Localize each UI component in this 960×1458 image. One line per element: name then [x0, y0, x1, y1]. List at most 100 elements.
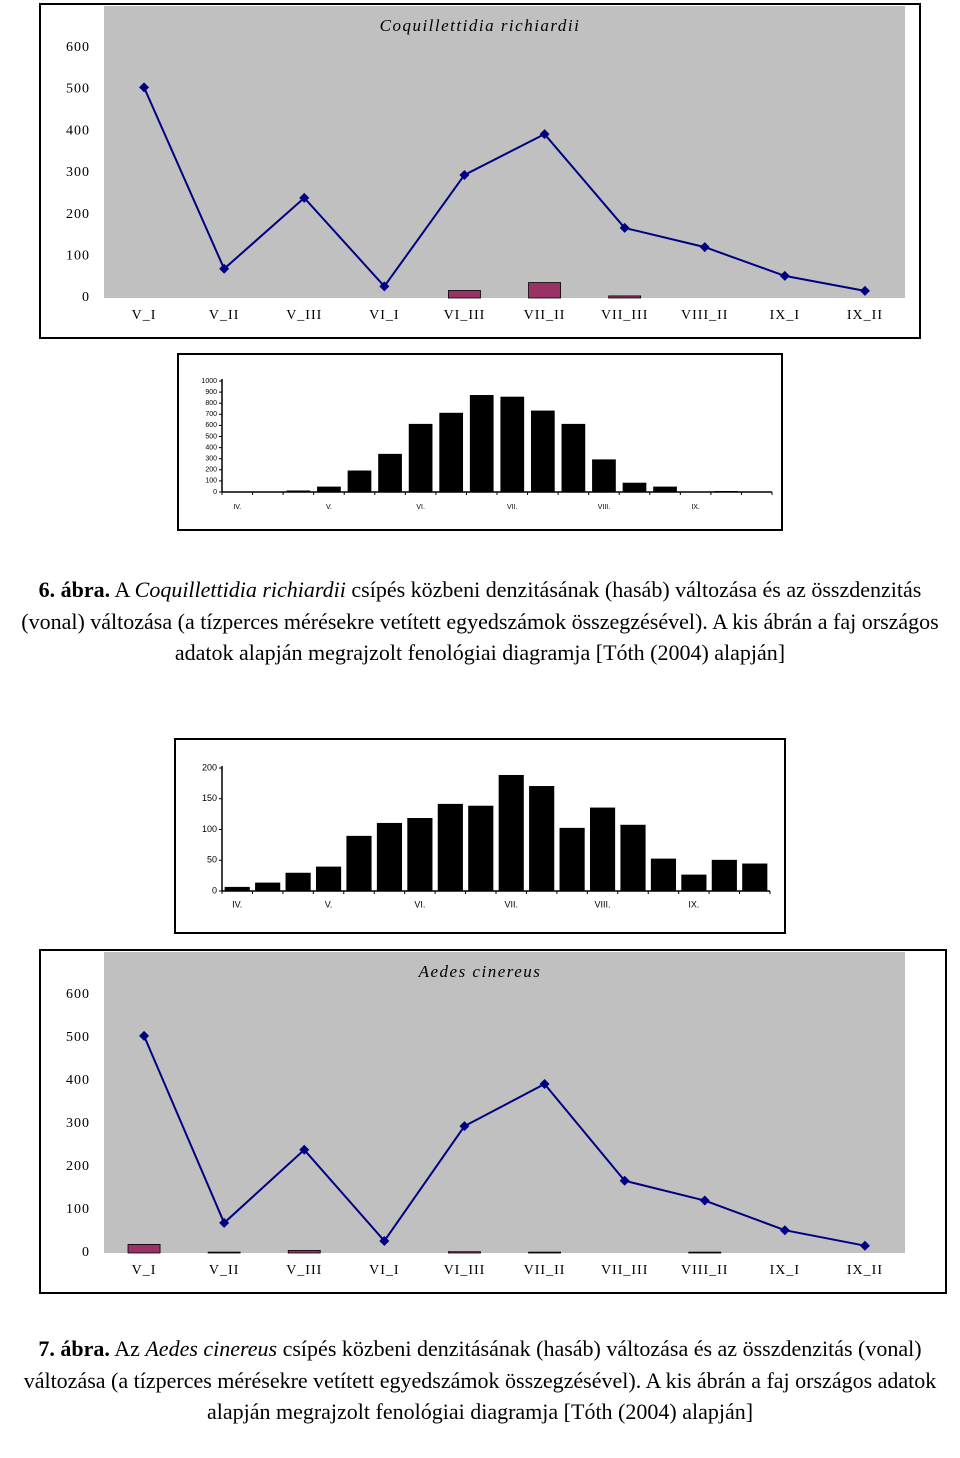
y-tick-label: 400	[205, 444, 217, 451]
marker	[219, 1217, 230, 1228]
x-tick-label: IX_I	[770, 308, 800, 323]
y-tick-label: 50	[207, 855, 217, 865]
caption-text: csípés közbeni denzitásának (hasáb) vált…	[21, 577, 939, 665]
y-tick-label: 500	[66, 82, 90, 97]
x-tick-label: IV.	[232, 899, 242, 909]
y-tick-label: 900	[205, 389, 217, 396]
y-tick-label: 600	[205, 422, 217, 429]
plot-area	[104, 6, 905, 298]
x-tick-label: VII_III	[601, 308, 648, 323]
y-tick-label: 200	[202, 762, 217, 772]
caption-label: 6. ábra.	[38, 577, 111, 602]
x-tick-label: VII_II	[524, 308, 566, 323]
x-tick-label: IX_II	[847, 308, 883, 323]
bar	[622, 482, 647, 493]
bar	[407, 818, 433, 892]
x-tick-label: V_I	[132, 1263, 157, 1278]
marker	[539, 129, 550, 140]
y-tick-label: 300	[66, 165, 90, 180]
bar	[589, 807, 616, 892]
marker	[459, 169, 470, 180]
caption-text: A	[114, 577, 130, 602]
chart-title: Coquillettidia richiardii	[380, 16, 581, 35]
bar	[528, 1251, 561, 1254]
marker	[859, 285, 870, 296]
bar	[469, 395, 494, 493]
marker	[299, 192, 310, 203]
bar	[468, 805, 494, 892]
bar	[742, 863, 768, 892]
x-tick-label: VII_II	[524, 1263, 566, 1278]
y-tick-label: 150	[202, 793, 217, 803]
caption: 6. ábra. A Coquillettidia richiardii csí…	[20, 574, 940, 669]
marker	[299, 1144, 310, 1155]
y-tick-label: 100	[66, 249, 90, 264]
marker	[139, 1030, 150, 1041]
marker	[779, 1225, 790, 1236]
bar	[287, 1250, 321, 1254]
y-tick-label: 200	[66, 207, 90, 222]
x-tick-label: IV.	[233, 504, 241, 511]
bar	[528, 282, 561, 299]
bar	[346, 835, 372, 892]
marker	[219, 263, 230, 274]
x-tick-label: VI_I	[369, 1263, 399, 1278]
bar	[498, 774, 524, 892]
marker	[619, 222, 630, 233]
bar	[315, 866, 342, 892]
marker	[379, 1235, 390, 1246]
bar	[650, 858, 677, 892]
plot-area	[104, 952, 905, 1253]
bar	[207, 1251, 241, 1254]
x-tick-label: VII.	[504, 899, 518, 909]
bar	[688, 1251, 722, 1254]
x-tick-label: V_III	[286, 1263, 322, 1278]
bar	[529, 786, 555, 892]
y-tick-label: 100	[205, 478, 217, 485]
y-tick-label: 0	[212, 885, 217, 895]
y-tick-label: 0	[82, 290, 90, 305]
y-tick-label: 300	[205, 456, 217, 463]
bar	[500, 396, 525, 493]
bar	[439, 412, 464, 493]
x-tick-label: VIII.	[598, 504, 611, 511]
marker	[699, 242, 710, 253]
x-tick-label: VIII_II	[681, 1263, 728, 1278]
y-tick-label: 700	[205, 411, 217, 418]
x-tick-label: V.	[326, 504, 332, 511]
bar	[711, 859, 737, 892]
x-tick-label: IX.	[688, 899, 699, 909]
line	[143, 86, 866, 292]
y-tick-label: 100	[202, 824, 217, 834]
line	[143, 1035, 866, 1247]
bar	[620, 824, 646, 892]
x-tick-label: IX.	[691, 504, 700, 511]
y-tick-label: 1000	[201, 378, 217, 385]
x-tick-label: VIII.	[595, 899, 611, 909]
marker	[459, 1121, 470, 1132]
marker	[379, 281, 390, 292]
y-tick-label: 800	[205, 400, 217, 407]
y-tick-label: 200	[205, 467, 217, 474]
x-tick-label: VI.	[416, 504, 425, 511]
x-tick-label: VI_I	[369, 308, 399, 323]
bar	[681, 874, 707, 892]
x-tick-label: V_I	[132, 308, 157, 323]
bar	[608, 295, 642, 299]
marker	[859, 1240, 870, 1251]
y-tick-label: 200	[66, 1159, 90, 1174]
marker	[779, 270, 790, 281]
bar	[285, 872, 311, 892]
y-tick-label: 600	[66, 40, 90, 55]
x-tick-label: VIII_II	[681, 308, 728, 323]
y-tick-label: 400	[66, 123, 90, 138]
caption-label: 7. ábra.	[38, 1336, 110, 1361]
caption: 7. ábra. Az Aedes cinereus csípés közben…	[20, 1333, 940, 1428]
caption-text: Az	[114, 1336, 140, 1361]
y-tick-label: 300	[66, 1116, 90, 1131]
x-tick-label: V.	[325, 899, 333, 909]
bar	[255, 882, 281, 892]
bar	[378, 453, 402, 493]
species: Aedes cinereus	[145, 1336, 278, 1361]
